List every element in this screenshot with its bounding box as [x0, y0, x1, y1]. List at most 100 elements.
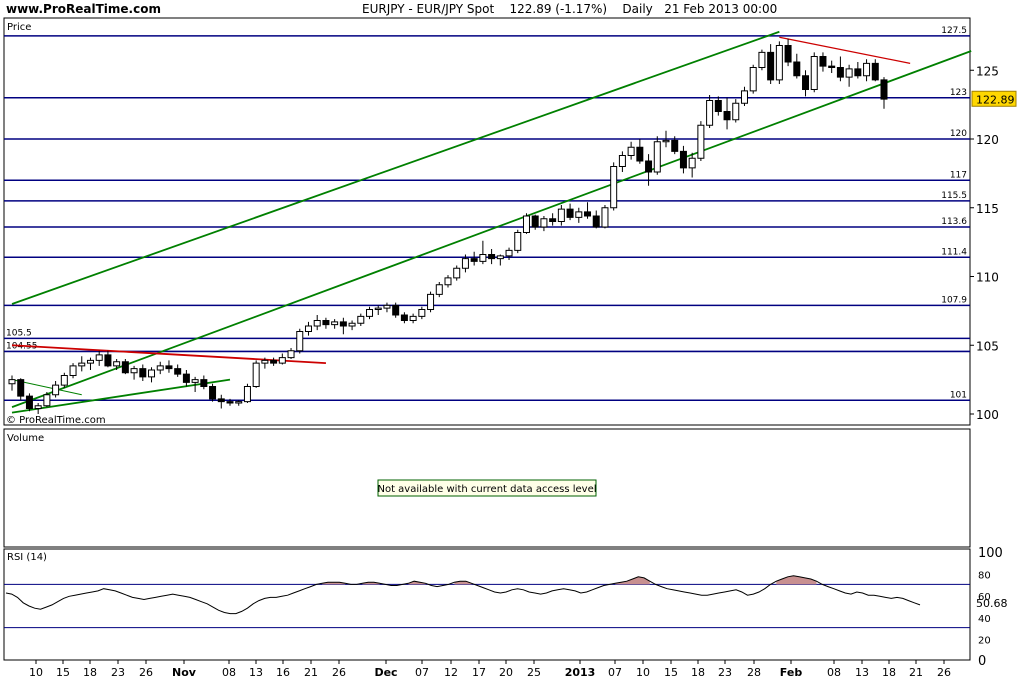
symbol: EURJPY [362, 2, 405, 16]
candle [706, 95, 714, 128]
price-level-label: 105.5 [6, 328, 32, 338]
candle-body [130, 368, 138, 374]
x-tick-label: 18 [691, 666, 705, 679]
candle-body [400, 314, 408, 321]
candle [880, 77, 888, 109]
x-tick-label: 10 [29, 666, 43, 679]
price-y-tick-label: 105 [976, 339, 999, 353]
candle-body [357, 315, 365, 324]
candle [139, 364, 147, 381]
candle [261, 357, 269, 369]
candle [191, 376, 199, 392]
candle [366, 306, 374, 320]
candle [69, 363, 77, 379]
rsi-y-tick-label: 20 [978, 635, 991, 646]
candle [531, 214, 539, 230]
x-tick-label: 12 [444, 666, 458, 679]
candle [540, 216, 548, 232]
candle-body [749, 67, 757, 92]
candle [435, 282, 443, 298]
candle-body [182, 373, 190, 383]
candle-body [854, 68, 862, 77]
candle [697, 121, 705, 161]
candle [636, 139, 644, 164]
candle [610, 162, 618, 211]
candle [775, 41, 783, 84]
candle [78, 356, 86, 372]
candle-body [313, 320, 321, 327]
candle-body [217, 398, 225, 403]
candle-body [767, 51, 775, 81]
x-tick-label: 17 [472, 666, 486, 679]
instrument: EUR/JPY Spot [416, 2, 495, 16]
rsi-y-tick-label: 0 [978, 654, 986, 669]
x-tick-label: 08 [222, 666, 236, 679]
x-tick-label: 07 [415, 666, 429, 679]
price-level-label: 111.4 [941, 247, 967, 257]
x-tick-label: 21 [304, 666, 318, 679]
candle-body [575, 211, 583, 218]
candle-body [52, 384, 60, 396]
candle-body [278, 357, 286, 364]
last-price-badge [971, 90, 1017, 107]
candle [514, 229, 522, 254]
candle-body [261, 359, 269, 364]
price-level-label: 117 [950, 170, 967, 180]
candle [863, 59, 871, 82]
x-tick-label: Dec [374, 666, 397, 679]
candle [217, 394, 225, 409]
candle [688, 152, 696, 178]
candle [357, 313, 365, 326]
candle-body [34, 405, 42, 409]
candle [252, 360, 260, 388]
candle [8, 375, 16, 391]
candle [819, 52, 827, 72]
x-tick-label: 23 [718, 666, 732, 679]
candle [662, 130, 670, 148]
candle [392, 302, 400, 318]
candle [243, 383, 251, 403]
candle [52, 381, 60, 398]
channel-upper-line [11, 30, 780, 305]
candle-body [209, 386, 217, 400]
candle [479, 240, 487, 265]
candle-body [706, 100, 714, 126]
candle-body [836, 67, 844, 78]
candle [156, 361, 164, 375]
candle-body [488, 254, 496, 260]
candle-body [732, 102, 740, 121]
candle [322, 317, 330, 329]
candle [584, 202, 592, 219]
candle [400, 312, 408, 324]
candle [296, 328, 304, 354]
candle [95, 350, 103, 366]
x-tick-label: 23 [111, 666, 125, 679]
rsi-y-tick-label: 80 [978, 571, 991, 582]
rsi-y-tick-label: 60 [978, 592, 991, 603]
candle-body [828, 65, 836, 68]
candle-body [139, 368, 147, 378]
candle-body [374, 307, 382, 310]
candle-body [871, 62, 879, 81]
price-level-label: 115.5 [941, 191, 967, 201]
candle-body [156, 365, 164, 371]
candle-body [505, 249, 513, 257]
x-tick-label: 08 [827, 666, 841, 679]
candle [43, 392, 51, 408]
candle-body [435, 284, 443, 295]
price-level-label: 123 [950, 88, 967, 98]
volume-message-box [377, 479, 597, 497]
candle-body [845, 68, 853, 78]
candle-body [8, 379, 16, 385]
last-price-label: 122.89 [976, 93, 1015, 106]
candle-body [243, 386, 251, 403]
candle [304, 321, 312, 336]
candle [121, 359, 129, 375]
candle [854, 62, 862, 79]
candle-body [383, 304, 391, 309]
candle-body [601, 207, 609, 228]
candle-body [235, 401, 243, 404]
candle-body [470, 258, 478, 262]
candle [592, 210, 600, 229]
